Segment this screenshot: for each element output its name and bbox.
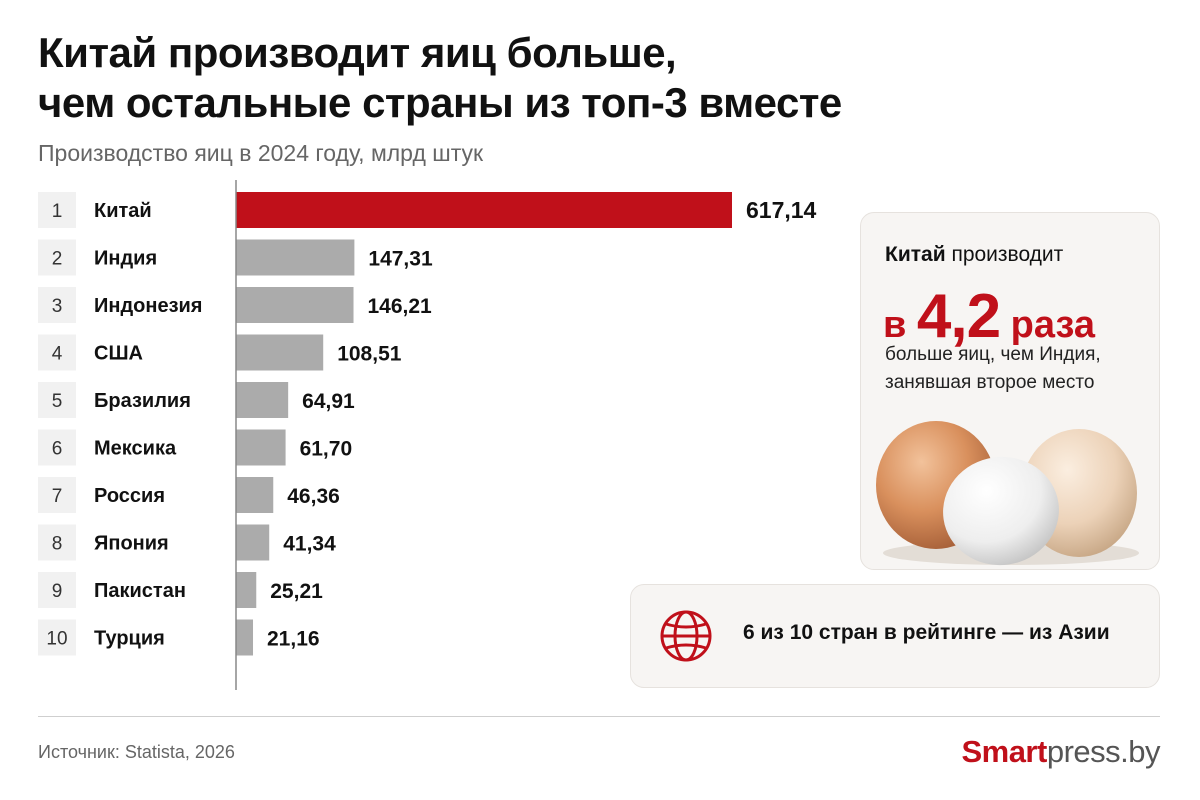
rank-label: 2 xyxy=(52,249,63,270)
category-label: Россия xyxy=(94,485,165,507)
value-label: 25,21 xyxy=(270,580,323,603)
ratio-card-big: в 4,2 раза xyxy=(883,281,1095,352)
category-label: Индонезия xyxy=(94,295,202,317)
bar xyxy=(236,477,274,513)
value-label: 146,21 xyxy=(368,295,433,318)
rank-box xyxy=(38,572,76,608)
footer-divider xyxy=(38,716,1160,717)
bar xyxy=(236,382,289,418)
ratio-card-lead: Китай производит xyxy=(885,243,1063,267)
rank-box xyxy=(38,429,76,466)
rank-box xyxy=(38,239,76,276)
value-label: 64,91 xyxy=(302,390,355,413)
title-line-1: Китай производит яиц больше, xyxy=(38,29,677,76)
ratio-number: 4,2 xyxy=(916,282,1001,351)
asia-card-text: 6 из 10 стран в рейтинге — из Азии xyxy=(743,621,1110,644)
chart-title: Китай производит яиц больше, чем остальн… xyxy=(38,28,938,128)
brand-part-2: press.by xyxy=(1046,734,1161,769)
category-label: Китай xyxy=(94,200,152,222)
bar xyxy=(236,334,324,371)
rank-box xyxy=(38,287,76,323)
rank-box xyxy=(38,619,76,656)
value-label: 147,31 xyxy=(368,248,433,271)
bar xyxy=(236,239,355,276)
source-note: Источник: Statista, 2026 xyxy=(38,742,235,762)
category-label: Пакистан xyxy=(94,580,186,602)
bar xyxy=(236,619,254,656)
category-label: США xyxy=(94,343,143,365)
bar xyxy=(236,429,286,466)
ratio-desc-line-2: занявшая второе место xyxy=(885,372,1095,393)
ratio-card-country: Китай xyxy=(885,243,946,266)
value-label: 617,14 xyxy=(746,197,817,223)
category-label: Турция xyxy=(94,628,165,650)
rank-box xyxy=(38,477,76,513)
ratio-desc-line-1: больше яиц, чем Индия, xyxy=(885,344,1101,365)
asia-card: 6 из 10 стран в рейтинге — из Азии xyxy=(630,584,1160,688)
rank-label: 10 xyxy=(46,629,67,650)
title-line-2: чем остальные страны из топ-3 вместе xyxy=(38,79,842,126)
value-label: 21,16 xyxy=(267,628,320,651)
category-label: Бразилия xyxy=(94,390,191,412)
rank-label: 5 xyxy=(52,391,63,412)
rank-box xyxy=(38,524,76,561)
ratio-suffix: раза xyxy=(1000,304,1096,346)
rank-label: 6 xyxy=(52,439,63,460)
category-label: Япония xyxy=(94,533,169,555)
globe-icon xyxy=(660,610,712,662)
rank-box xyxy=(38,334,76,371)
egg-white xyxy=(943,456,1059,566)
value-label: 46,36 xyxy=(287,485,340,508)
rank-box xyxy=(38,382,76,418)
bar xyxy=(236,572,257,608)
eggs-illustration xyxy=(876,421,1139,566)
rank-box xyxy=(38,192,76,228)
bar xyxy=(236,524,270,561)
rank-label: 8 xyxy=(52,534,63,555)
category-label: Мексика xyxy=(94,438,177,460)
bar xyxy=(236,287,354,323)
ratio-card-lead-rest: производит xyxy=(945,243,1064,266)
value-label: 41,34 xyxy=(283,533,336,556)
brand-logo: Smartpress.by xyxy=(961,734,1160,770)
rank-label: 3 xyxy=(52,296,63,317)
ratio-prefix: в xyxy=(883,304,917,346)
value-label: 61,70 xyxy=(300,438,353,461)
brand-part-1: Smart xyxy=(961,734,1047,769)
chart-subtitle: Производство яиц в 2024 году, млрд штук xyxy=(38,140,484,166)
bar-chart: 1 Китай 617,14 2 Индия 147,31 3 Индонезия 146,21… xyxy=(38,180,817,690)
rank-label: 4 xyxy=(52,344,63,365)
rank-label: 9 xyxy=(52,581,63,602)
ratio-card-description: больше яиц, чем Индия, занявшая второе м… xyxy=(885,341,1145,397)
value-label: 108,51 xyxy=(337,343,402,366)
bar xyxy=(236,192,732,228)
rank-label: 1 xyxy=(52,201,63,222)
rank-label: 7 xyxy=(52,486,63,507)
category-label: Индия xyxy=(94,248,157,270)
ratio-card: Китай производит в 4,2 раза больше яиц, … xyxy=(860,212,1160,570)
